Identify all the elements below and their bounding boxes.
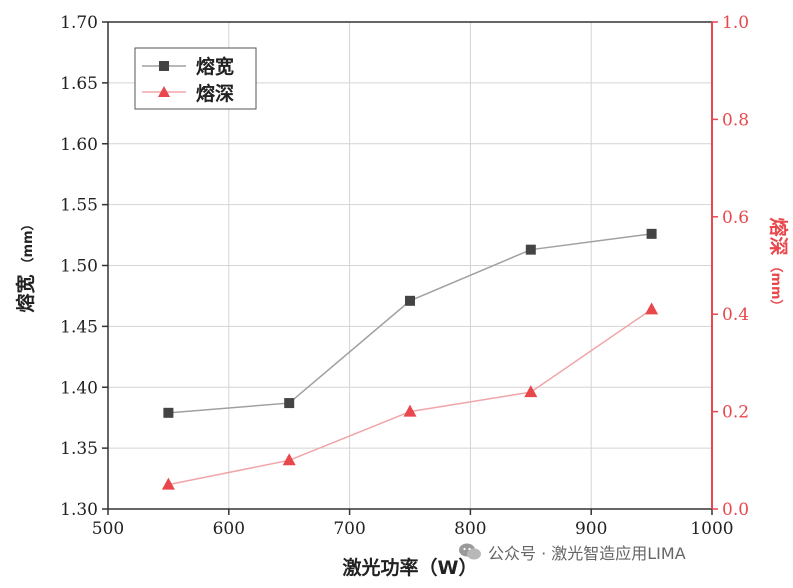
y-left-tick-label: 1.60 [60,135,98,155]
series-line-depth [168,308,653,486]
x-tick-label: 500 [92,519,124,539]
y-right-axis-title: 熔深（mm） [767,217,790,312]
watermark: 公众号 · 激光智造应用LIMA [458,540,686,564]
y-right-tick-label: 1.0 [722,13,749,33]
legend-label-depth: 熔深 [196,82,234,105]
data-point-depth [161,477,175,490]
y-right-tick-label: 0.4 [722,305,749,325]
y-right-tick-label: 0.2 [722,403,749,423]
data-point-width [163,407,174,418]
x-tick-label: 600 [213,519,245,539]
y-left-tick-label: 1.35 [60,439,98,459]
wechat-icon [459,543,481,560]
y-left-axis-title: 熔宽（mm） [14,217,37,312]
x-tick-label: 700 [333,519,365,539]
data-point-depth [403,404,417,417]
x-tick-label: 800 [454,519,486,539]
y-left-tick-label: 1.40 [60,378,98,398]
watermark-text: 公众号 · 激光智造应用LIMA [488,544,686,563]
data-point-width [525,244,536,255]
y-right-tick-label: 0.8 [722,110,749,130]
legend-label-width: 熔宽 [196,55,234,78]
legend-marker-width [159,61,169,71]
y-left-tick-label: 1.30 [60,500,98,520]
axes: 500 600 700 800 900 1000 1.30 1.35 1.40 1.45 1.50 1… [60,13,749,539]
legend: 熔宽 熔深 [134,47,257,110]
x-tick-label: 1000 [690,519,733,539]
x-axis-title: 激光功率（W） [343,556,478,579]
series-line-width [168,233,652,414]
y-left-tick-label: 1.45 [60,317,98,337]
data-point-width [646,228,657,239]
y-right-tick-label: 0.0 [722,500,749,520]
data-point-depth [645,302,659,315]
y-left-tick-label: 1.65 [60,74,98,94]
data-point-depth [524,385,538,398]
y-left-tick-label: 1.70 [60,13,98,33]
legend-box [134,47,257,110]
x-tick-label: 900 [575,519,607,539]
y-left-tick-label: 1.50 [60,257,98,277]
y-right-tick-label: 0.6 [722,208,749,228]
y-left-tick-label: 1.55 [60,196,98,216]
legend-marker-depth [158,86,170,97]
series-layer [161,228,659,490]
data-point-depth [282,453,296,466]
data-point-width [284,398,295,409]
data-point-width [405,295,415,306]
